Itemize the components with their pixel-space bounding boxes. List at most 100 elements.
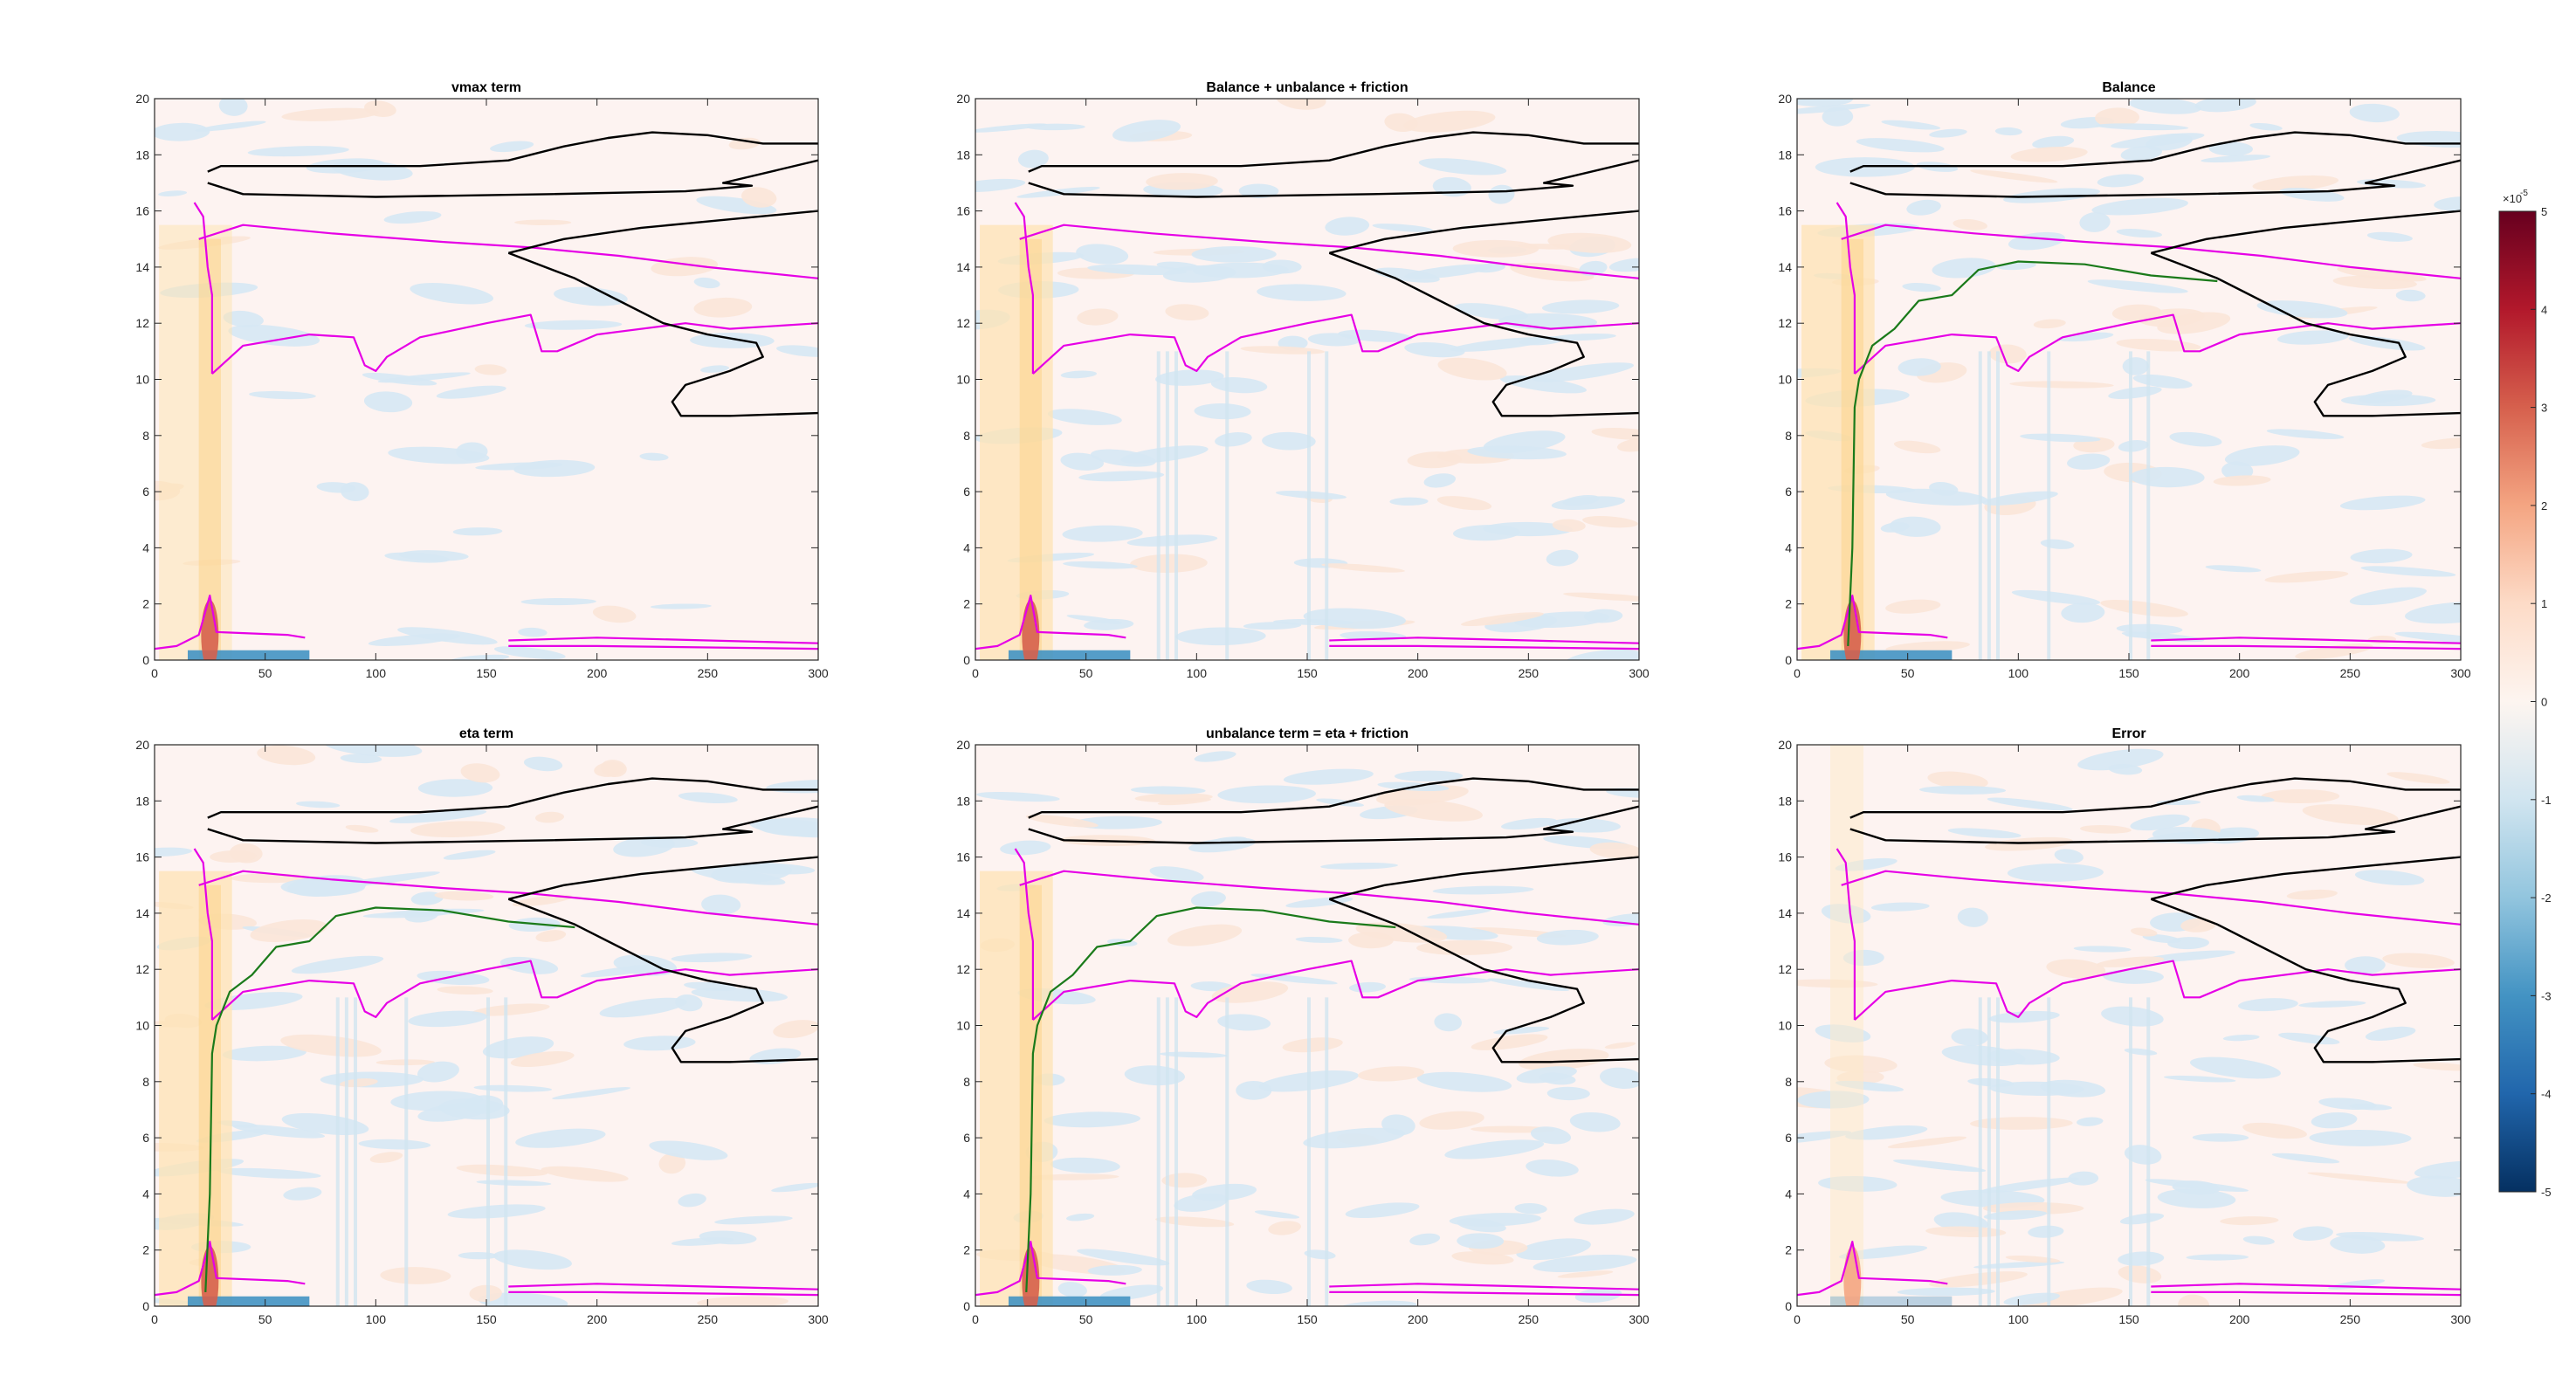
- field-patch: [2022, 1287, 2123, 1306]
- field-patch: [691, 867, 786, 885]
- field-patch: [1418, 158, 1507, 175]
- field-patch: [1982, 491, 2058, 506]
- field-patch: [1797, 1131, 1852, 1145]
- field-patch: [2224, 445, 2300, 466]
- field-patch: [2354, 870, 2425, 885]
- x-tick-label: 250: [1519, 1312, 1539, 1326]
- field-patch: [2261, 789, 2340, 804]
- field-patch: [2205, 565, 2262, 573]
- field-patch: [1403, 110, 1496, 133]
- black-contour-upper-lobe: [1028, 131, 1639, 173]
- field-patch: [2242, 1122, 2307, 1139]
- field-patch: [714, 1215, 793, 1225]
- magenta-contour-left-stem: [1014, 848, 1034, 1021]
- field-patch: [2180, 918, 2216, 932]
- y-tick-label: 20: [135, 92, 149, 106]
- field-patch: [1000, 840, 1051, 856]
- field-patch: [658, 1153, 686, 1174]
- field-patch: [2348, 335, 2426, 351]
- field-patch: [2096, 956, 2165, 967]
- field-patch: [296, 801, 341, 809]
- field-patch: [776, 345, 818, 357]
- magenta-contour-bottom-band: [1329, 1283, 1639, 1290]
- field-patch: [1569, 1111, 1621, 1132]
- magenta-contour-left-stem: [1836, 848, 1856, 1021]
- field-patch: [1254, 1210, 1300, 1219]
- field-patch: [693, 277, 720, 289]
- x-tick-label: 100: [1187, 1312, 1208, 1326]
- field-patch: [2252, 175, 2339, 191]
- field-patch: [2349, 103, 2400, 123]
- black-contour-upper-lobe: [207, 777, 818, 819]
- y-tick-label: 14: [135, 906, 149, 920]
- field-patch: [1025, 815, 1099, 828]
- magenta-contour-near-surface-left: [155, 595, 306, 650]
- field-patch: [377, 372, 471, 383]
- y-tick-label: 16: [135, 204, 149, 218]
- field-patch: [1473, 263, 1505, 273]
- x-tick-label: 300: [1629, 1312, 1650, 1326]
- plume: [159, 871, 232, 1306]
- field-patch: [1146, 173, 1218, 190]
- y-tick-label: 14: [1778, 260, 1792, 274]
- field-patch: [1925, 1226, 2007, 1238]
- y-tick-label: 8: [1785, 429, 1792, 443]
- field-patch: [2404, 602, 2461, 624]
- magenta-contour-bottom-band: [2151, 637, 2461, 644]
- magenta-contour-upper-band: [1019, 224, 1639, 279]
- field-patch: [250, 919, 327, 942]
- field-patch: [2302, 804, 2399, 825]
- y-tick-label: 4: [963, 1187, 970, 1201]
- x-tick-label: 0: [972, 666, 979, 680]
- x-tick-label: 150: [476, 1312, 497, 1326]
- plume-core: [198, 238, 221, 660]
- magenta-contour-bottom-band: [2151, 1283, 2461, 1290]
- field-patch: [452, 527, 503, 536]
- field-patch: [1078, 471, 1165, 482]
- x-tick-label: 250: [698, 666, 719, 680]
- field-patch: [1316, 798, 1364, 807]
- field-patch: [447, 1204, 546, 1219]
- field-patch: [2256, 300, 2348, 319]
- field-patch: [1087, 1264, 1142, 1276]
- plume: [980, 224, 1053, 660]
- surface-strip: [1009, 1296, 1131, 1306]
- magenta-contour-bottom-band: [508, 1283, 818, 1290]
- field-patch: [408, 1010, 487, 1028]
- field-patch: [443, 850, 496, 860]
- field-patch: [155, 122, 210, 141]
- field-patch: [2309, 1129, 2412, 1146]
- y-tick-label: 6: [1785, 1131, 1792, 1145]
- field-patch: [1050, 1157, 1120, 1173]
- x-tick-label: 200: [1408, 1312, 1429, 1326]
- field-patch: [1856, 138, 1945, 153]
- field-patch: [1516, 1066, 1577, 1084]
- y-tick-label: 2: [1785, 597, 1792, 611]
- y-tick-label: 4: [1785, 540, 1792, 554]
- field-patch: [2033, 319, 2066, 329]
- field-patch: [1262, 259, 1302, 274]
- y-tick-label: 4: [963, 540, 970, 554]
- field-patch: [2394, 631, 2461, 644]
- field-patch: [2011, 589, 2101, 605]
- field-patch: [1416, 1071, 1512, 1092]
- field-patch: [1918, 785, 2007, 795]
- field-patch: [2032, 135, 2075, 149]
- field-patch: [2009, 381, 2114, 389]
- surface-jet: [1022, 600, 1040, 660]
- field-patch: [1217, 1014, 1271, 1031]
- field-patch: [2091, 197, 2188, 216]
- filament: [1174, 351, 1178, 660]
- field-patch: [473, 1084, 553, 1092]
- black-contour-upper-lobe: [1849, 131, 2461, 173]
- filament: [1307, 997, 1311, 1306]
- field-patch: [1246, 1279, 1292, 1295]
- magenta-contour-upper-band: [1841, 224, 2461, 279]
- field-patch: [1487, 978, 1569, 992]
- colorbar-tick-label: -1: [2541, 794, 2552, 807]
- field-patch: [2249, 122, 2283, 131]
- field-patch: [380, 1267, 451, 1284]
- field-patch: [1548, 818, 1621, 833]
- field-patch: [1175, 627, 1266, 646]
- green-contour-jet-core: [204, 906, 575, 1292]
